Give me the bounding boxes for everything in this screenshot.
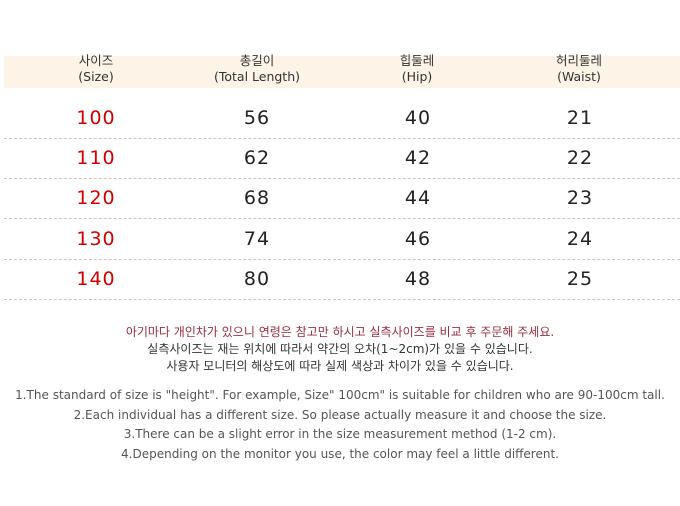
length-cell: 56 bbox=[243, 107, 271, 129]
header-hip: 힙둘레 (Hip) bbox=[337, 53, 497, 85]
header-waist: 허리둘레 (Waist) bbox=[499, 53, 659, 85]
header-size: 사이즈 (Size) bbox=[16, 53, 176, 85]
table-header-band bbox=[4, 56, 680, 88]
note-en-4: 4.Depending on the monitor you use, the … bbox=[121, 446, 559, 461]
length-cell: 68 bbox=[243, 187, 271, 209]
header-length-ko: 총길이 bbox=[239, 53, 275, 68]
note-ko-measurement-error: 실측사이즈는 재는 위치에 따라서 약간의 오차(1~2cm)가 있을 수 있습… bbox=[147, 342, 533, 356]
hip-cell: 48 bbox=[404, 268, 432, 290]
header-length-en: (Total Length) bbox=[213, 69, 301, 84]
table-row: 110 62 42 22 bbox=[4, 138, 680, 179]
size-cell: 120 bbox=[76, 187, 116, 209]
size-cell: 100 bbox=[76, 107, 116, 129]
length-cell: 74 bbox=[243, 228, 271, 250]
size-cell: 140 bbox=[76, 268, 116, 290]
length-cell: 62 bbox=[243, 147, 271, 169]
hip-cell: 40 bbox=[404, 107, 432, 129]
note-en-2: 2.Each individual has a different size. … bbox=[73, 407, 607, 422]
waist-cell: 25 bbox=[566, 268, 594, 290]
header-size-en: (Size) bbox=[78, 69, 114, 84]
english-notes: 1.The standard of size is "height". For … bbox=[0, 386, 680, 464]
header-hip-ko: 힙둘레 bbox=[399, 53, 435, 68]
table-row: 120 68 44 23 bbox=[4, 178, 680, 219]
hip-cell: 44 bbox=[404, 187, 432, 209]
size-cell: 130 bbox=[76, 228, 116, 250]
hip-cell: 42 bbox=[404, 147, 432, 169]
hip-cell: 46 bbox=[404, 228, 432, 250]
waist-cell: 23 bbox=[566, 187, 594, 209]
header-total-length: 총길이 (Total Length) bbox=[177, 53, 337, 85]
length-cell: 80 bbox=[243, 268, 271, 290]
note-ko-monitor-color: 사용자 모니터의 해상도에 따라 실제 색상과 차이가 있을 수 있습니다. bbox=[166, 359, 514, 373]
note-en-3: 3.There can be a slight error in the siz… bbox=[123, 427, 557, 441]
table-row: 100 56 40 21 bbox=[4, 98, 680, 139]
waist-cell: 21 bbox=[566, 107, 594, 129]
header-size-ko: 사이즈 bbox=[78, 53, 114, 68]
table-row: 140 80 48 25 bbox=[4, 259, 680, 300]
note-ko-age-reference: 아기마다 개인차가 있으니 연령은 참고만 하시고 실측사이즈를 비교 후 주문… bbox=[125, 325, 555, 339]
header-waist-en: (Waist) bbox=[557, 69, 601, 84]
header-hip-en: (Hip) bbox=[401, 69, 433, 84]
table-row: 130 74 46 24 bbox=[4, 219, 680, 260]
waist-cell: 22 bbox=[566, 147, 594, 169]
header-waist-ko: 허리둘레 bbox=[555, 53, 602, 68]
size-cell: 110 bbox=[76, 147, 116, 169]
korean-notes: 아기마다 개인차가 있으니 연령은 참고만 하시고 실측사이즈를 비교 후 주문… bbox=[0, 324, 680, 375]
note-en-1: 1.The standard of size is "height". For … bbox=[15, 388, 665, 402]
waist-cell: 24 bbox=[566, 228, 594, 250]
